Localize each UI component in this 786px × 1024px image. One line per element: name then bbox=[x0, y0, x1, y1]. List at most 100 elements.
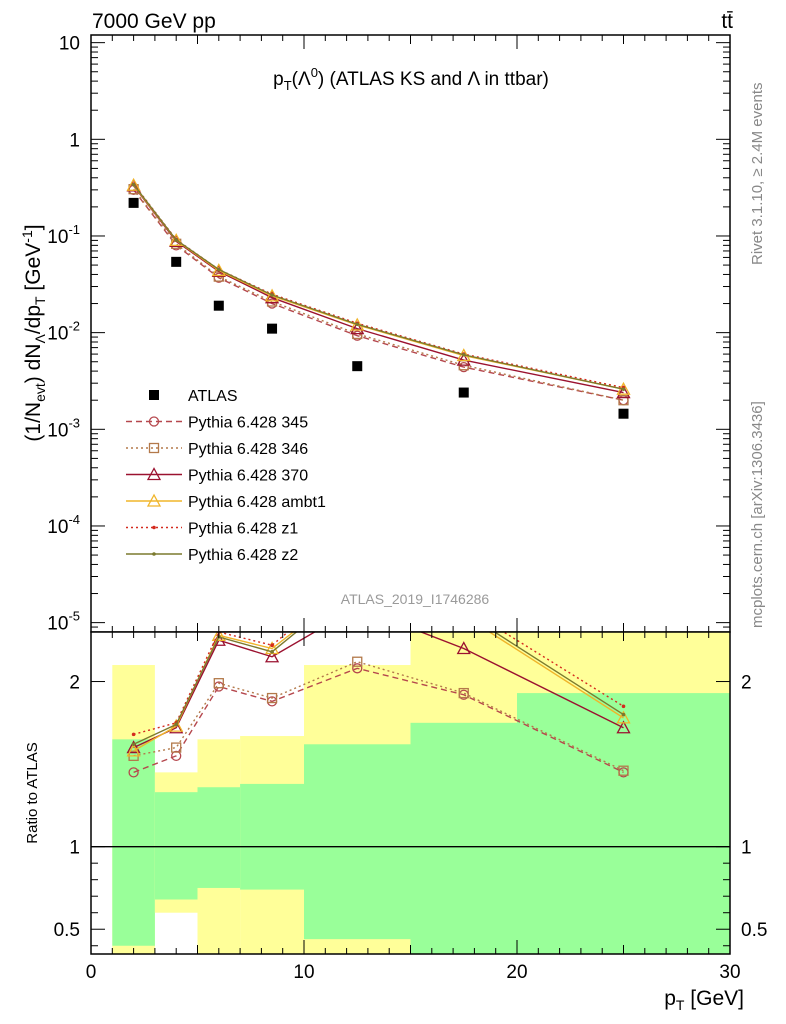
ratio-y-ticks: 0.5 0.5 1 1 2 2 bbox=[54, 673, 767, 947]
rivet-label: Rivet 3.1.10, ≥ 2.4M events bbox=[749, 83, 766, 266]
main-title: pT(Λ0) (ATLAS KS and Λ in ttbar) bbox=[273, 65, 549, 93]
data-point-atlas bbox=[458, 387, 469, 398]
x-tick-label: 20 bbox=[506, 962, 527, 983]
ratio-band-inner bbox=[304, 744, 411, 940]
ratio-y-tick-label-right: 1 bbox=[741, 838, 752, 859]
header-left: 7000 GeV pp bbox=[92, 10, 216, 33]
data-point-z2 bbox=[217, 267, 221, 272]
header-right: tt̄ bbox=[721, 10, 733, 33]
data-point-z2 bbox=[461, 352, 466, 357]
ratio-point-z1 bbox=[270, 643, 274, 648]
x-axis-label: pT [GeV] bbox=[664, 987, 744, 1013]
ratio-point-z1 bbox=[621, 704, 626, 709]
ratio-band-inner bbox=[517, 693, 730, 954]
main-y-tick-label: 10-5 bbox=[47, 609, 80, 635]
data-point-z2 bbox=[355, 322, 360, 327]
data-point-z2 bbox=[174, 238, 178, 242]
ratio-point-z2 bbox=[621, 712, 626, 717]
data-point-p370 bbox=[456, 352, 471, 366]
ratio-point-ambt1 bbox=[126, 743, 141, 757]
main-y-tick-label: 10-2 bbox=[47, 319, 80, 345]
ratio-y-tick-label: 2 bbox=[69, 673, 80, 694]
main-y-tick-label: 10-1 bbox=[47, 222, 80, 248]
legend-marker-p345 bbox=[148, 416, 160, 427]
mcplots-label: mcplots.cern.ch [arXiv:1306.3436] bbox=[749, 401, 766, 628]
ratio-plot: 0.5 0.5 1 1 2 2 0 10 20 30 Ratio to ATLAS pT [Ge… bbox=[24, 631, 767, 1013]
ratio-series-group bbox=[126, 632, 631, 778]
ratio-plot-content bbox=[126, 632, 631, 778]
main-plot: 10 1 10-1 10-2 10-3 10-4 10-5 pT(Λ0) (ATLAS KS… bbox=[19, 34, 731, 635]
ratio-point-z2 bbox=[131, 742, 136, 747]
data-point-atlas bbox=[213, 300, 224, 311]
main-plot-content bbox=[126, 177, 631, 419]
legend-entry-ambt1: Pythia 6.428 ambt1 bbox=[126, 493, 326, 511]
ratio-point-p346 bbox=[352, 656, 363, 667]
data-point-atlas bbox=[171, 256, 182, 267]
legend-label-atlas: ATLAS bbox=[188, 388, 238, 405]
ratio-point-p345 bbox=[128, 767, 139, 778]
ratio-point-ambt1 bbox=[616, 710, 631, 724]
ratio-series-p370 bbox=[126, 632, 631, 754]
legend-label-p370: Pythia 6.428 370 bbox=[188, 468, 308, 485]
data-point-atlas bbox=[267, 323, 278, 334]
legend-entry-z2: Pythia 6.428 z2 bbox=[126, 547, 298, 564]
ratio-point-ambt1 bbox=[211, 632, 226, 641]
ratio-point-p346 bbox=[213, 678, 224, 689]
legend-label-ambt1: Pythia 6.428 ambt1 bbox=[188, 494, 326, 511]
ratio-y-tick-label-right: 2 bbox=[741, 673, 752, 694]
ratio-point-z2 bbox=[270, 650, 274, 654]
analysis-watermark: ATLAS_2019_I1746286 bbox=[341, 591, 490, 607]
data-point-p370 bbox=[350, 321, 365, 335]
legend-label-p346: Pythia 6.428 346 bbox=[188, 441, 308, 458]
main-y-tick-label: 10 bbox=[59, 34, 80, 55]
legend-marker-z1 bbox=[152, 525, 156, 530]
main-y-tick-label: 1 bbox=[69, 130, 80, 151]
series-z2 bbox=[131, 182, 626, 391]
legend-marker-ambt1 bbox=[146, 493, 162, 507]
data-point-z2 bbox=[131, 182, 136, 187]
main-y-tick-label: 10-4 bbox=[47, 512, 80, 538]
ratio-point-p370 bbox=[616, 720, 631, 734]
ratio-point-z2 bbox=[174, 722, 178, 727]
ratio-line-p345 bbox=[133, 667, 624, 774]
legend-entry-p345: Pythia 6.428 345 bbox=[126, 415, 308, 432]
data-point-ambt1 bbox=[169, 233, 184, 247]
data-point-ambt1 bbox=[126, 177, 141, 191]
ratio-series-z2 bbox=[131, 632, 626, 747]
ratio-x-ticks: 0 10 20 30 bbox=[86, 632, 741, 983]
ratio-band-inner bbox=[240, 783, 304, 890]
ratio-band-inner bbox=[410, 722, 517, 954]
main-x-ticks bbox=[90, 35, 731, 632]
ratio-y-tick-label: 0.5 bbox=[54, 920, 80, 941]
legend-marker-z2 bbox=[152, 552, 156, 556]
legend-label-z2: Pythia 6.428 z2 bbox=[188, 547, 298, 564]
ratio-point-p346 bbox=[618, 765, 629, 776]
legend-entry-z1: Pythia 6.428 z1 bbox=[126, 521, 298, 538]
ratio-point-p346 bbox=[171, 742, 182, 753]
ratio-point-p345 bbox=[352, 663, 363, 674]
ratio-band-inner bbox=[197, 787, 241, 888]
data-point-z2 bbox=[270, 293, 274, 297]
ratio-point-p370 bbox=[456, 641, 471, 655]
data-point-atlas bbox=[352, 361, 363, 372]
ratio-bands bbox=[91, 632, 730, 954]
main-plot-area bbox=[91, 35, 730, 632]
ratio-point-p370 bbox=[126, 740, 141, 754]
ratio-y-tick-label-right: 0.5 bbox=[741, 920, 767, 941]
data-point-atlas bbox=[128, 197, 139, 208]
legend-marker-atlas bbox=[149, 390, 159, 400]
data-point-atlas bbox=[618, 408, 629, 419]
data-point-ambt1 bbox=[211, 263, 226, 277]
data-point-p370 bbox=[616, 385, 631, 399]
legend-label-z1: Pythia 6.428 z1 bbox=[188, 521, 298, 538]
legend-marker-p370 bbox=[146, 467, 162, 481]
legend-marker-p346 bbox=[148, 442, 160, 454]
x-tick-label: 10 bbox=[293, 962, 314, 983]
legend-entry-p370: Pythia 6.428 370 bbox=[126, 467, 308, 485]
main-y-tick-label: 10-3 bbox=[47, 415, 80, 441]
ratio-point-p346 bbox=[266, 692, 278, 704]
x-tick-label: 0 bbox=[86, 962, 97, 983]
data-point-z2 bbox=[621, 387, 626, 391]
ratio-point-p346 bbox=[458, 687, 469, 699]
